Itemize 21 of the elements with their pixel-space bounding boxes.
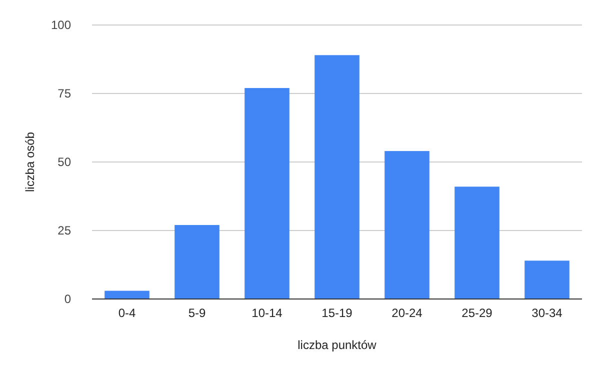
y-tick-label: 25 (58, 224, 72, 238)
bar (104, 290, 150, 299)
x-tick-label: 0-4 (118, 306, 136, 320)
y-tick-label: 50 (58, 155, 72, 170)
y-axis-title: liczba osób (23, 132, 37, 192)
x-tick-label: 25-29 (462, 306, 493, 320)
bar (524, 260, 570, 299)
y-tick-label: 75 (58, 86, 72, 101)
bar (384, 151, 430, 299)
x-axis-title: liczba punktów (298, 338, 377, 352)
bar (314, 55, 360, 299)
x-tick-label: 5-9 (188, 306, 206, 320)
x-tick-label: 15-19 (322, 306, 353, 320)
y-tick-label: 0 (64, 292, 72, 306)
bar (244, 88, 290, 299)
bar (454, 186, 500, 299)
y-tick-label: 100 (50, 18, 72, 32)
x-tick-label: 30-34 (532, 306, 563, 320)
x-tick-label: 20-24 (392, 306, 423, 320)
bar (174, 225, 220, 299)
x-tick-label: 10-14 (252, 306, 283, 320)
